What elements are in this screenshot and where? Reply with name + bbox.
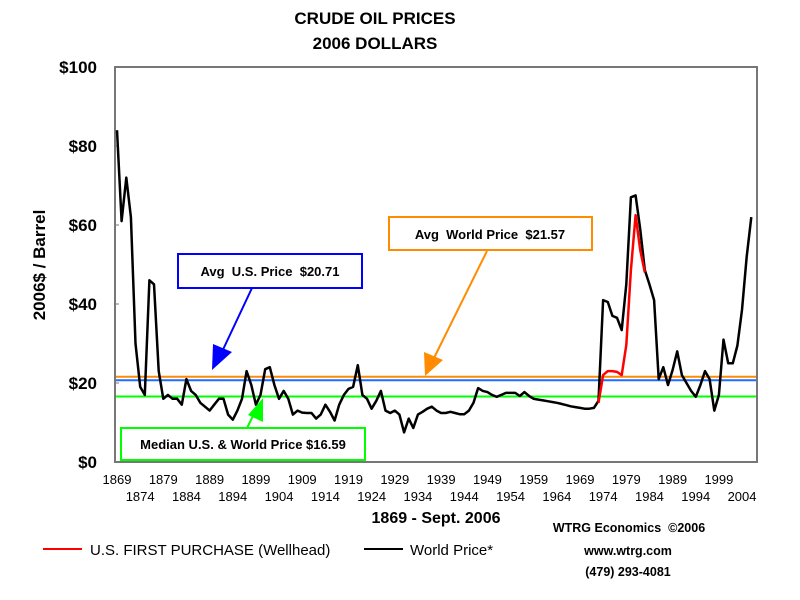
avg-us-arrowhead-icon [212,344,232,370]
x-tick-label: 2004 [728,489,757,504]
credit-website: www.wtrg.com [583,544,672,558]
x-tick-label: 1914 [311,489,340,504]
avg-world-arrow [431,250,488,363]
series-line-u-s-first-purchase-wellhead [597,213,647,404]
x-tick-label: 1934 [403,489,432,504]
y-tick-label: $0 [78,453,97,472]
x-tick-label: 1984 [635,489,664,504]
x-tick-label: 1889 [195,472,224,487]
y-axis-label: 2006$ / Barrel [30,210,49,321]
x-tick-label: 1924 [357,489,386,504]
median-arrowhead-icon [248,398,263,422]
avg-world-label: Avg World Price $21.57 [415,227,565,242]
x-tick-label: 1939 [427,472,456,487]
y-tick-label: $40 [69,295,97,314]
x-tick-label: 1964 [542,489,571,504]
x-tick-label: 1994 [681,489,710,504]
x-tick-label: 1909 [288,472,317,487]
x-tick-label: 1879 [149,472,178,487]
legend-label-world: World Price* [410,542,493,559]
avg-us-label: Avg U.S. Price $20.71 [201,264,340,279]
y-tick-label: $20 [69,374,97,393]
x-tick-label: 1884 [172,489,201,504]
chart-subtitle: 2006 DOLLARS [313,34,438,53]
x-axis-label: 1869 - Sept. 2006 [372,510,501,527]
avg-us-annotation: Avg U.S. Price $20.71 [177,253,363,370]
credit-company: WTRG Economics ©2006 [553,521,705,535]
avg-world-annotation: Avg World Price $21.57 [388,216,593,376]
legend: U.S. FIRST PURCHASE (Wellhead) World Pri… [43,542,493,559]
x-tick-label: 1974 [589,489,618,504]
x-tick-label: 1899 [241,472,270,487]
legend-label-us: U.S. FIRST PURCHASE (Wellhead) [90,542,330,559]
median-label: Median U.S. & World Price $16.59 [140,437,346,452]
x-tick-label: 1954 [496,489,525,504]
credit-phone: (479) 293-4081 [585,565,671,579]
x-tick-label: 1919 [334,472,363,487]
median-annotation: Median U.S. & World Price $16.59 [120,398,366,461]
y-tick-label: $60 [69,216,97,235]
x-tick-label: 1969 [566,472,595,487]
y-tick-label: $80 [69,137,97,156]
x-tick-label: 1949 [473,472,502,487]
x-tick-label: 1904 [265,489,294,504]
x-tick-label: 1979 [612,472,641,487]
x-tick-label: 1944 [450,489,479,504]
avg-us-arrow [219,287,253,357]
x-tick-label: 1929 [380,472,409,487]
x-tick-label: 1999 [704,472,733,487]
x-tick-label: 1869 [103,472,132,487]
x-tick-label: 1989 [658,472,687,487]
series-line-world-price [115,130,753,434]
x-tick-label: 1874 [126,489,155,504]
chart-title: CRUDE OIL PRICES [294,9,455,28]
avg-world-arrowhead-icon [424,352,443,376]
x-tick-label: 1894 [218,489,247,504]
x-tick-label: 1959 [519,472,548,487]
y-tick-label: $100 [59,58,97,77]
